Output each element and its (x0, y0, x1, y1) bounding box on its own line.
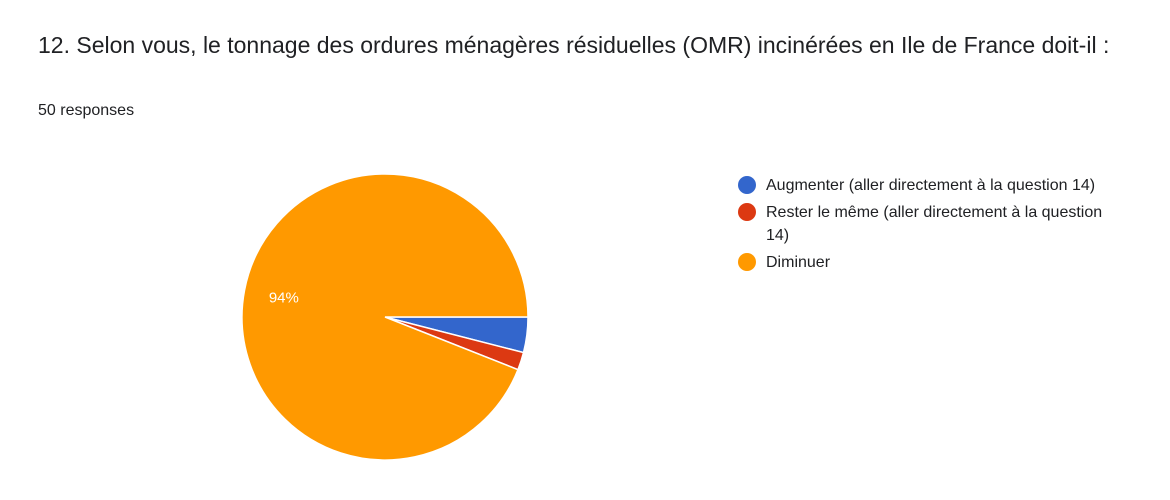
pie-chart-svg: 94% (241, 173, 529, 461)
question-title: 12. Selon vous, le tonnage des ordures m… (38, 32, 1110, 58)
response-count: 50 responses (38, 102, 135, 119)
legend-swatch-icon (738, 176, 756, 194)
legend-item-1[interactable]: Augmenter (aller directement à la questi… (738, 174, 1138, 197)
pie-slice-3[interactable] (241, 173, 529, 461)
legend-label: Rester le même (aller directement à la q… (766, 204, 1103, 244)
legend-item-2[interactable]: Rester le même (aller directement à la q… (738, 201, 1138, 247)
legend-swatch-icon (738, 203, 756, 221)
legend-label: Diminuer (766, 254, 831, 271)
legend-item-3[interactable]: Diminuer (738, 251, 1138, 274)
pie-chart: 94% (236, 168, 534, 466)
legend-swatch-icon (738, 253, 756, 271)
legend-label: Augmenter (aller directement à la questi… (766, 177, 1096, 194)
pie-data-label-3: 94% (269, 290, 299, 307)
chart-legend: Augmenter (aller directement à la questi… (738, 174, 1138, 278)
